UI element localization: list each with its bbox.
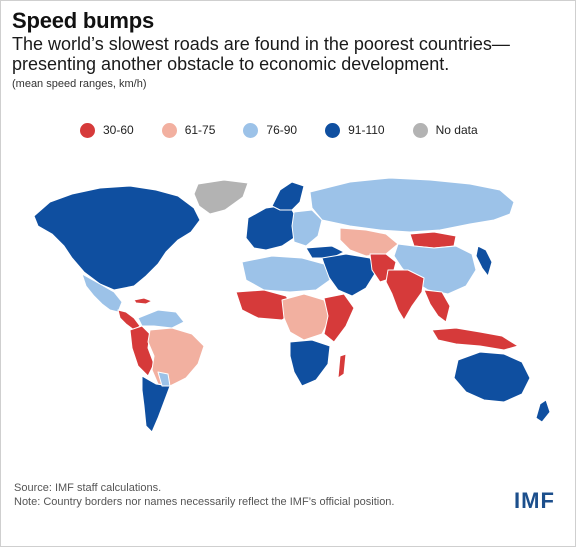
map-subtitle: The world’s slowest roads are found in t…: [12, 34, 510, 74]
imf-logo: IMF: [514, 488, 555, 513]
region-north-africa: [241, 255, 331, 293]
region-southeast-asia: [423, 289, 451, 323]
region-paraguay-uruguay: [157, 371, 171, 387]
region-greenland: [193, 179, 249, 215]
region-east-africa: [323, 293, 355, 343]
legend-label: 91-110: [348, 123, 385, 137]
region-central-asia: [339, 227, 399, 257]
region-central-america: [117, 309, 141, 331]
region-caribbean: [133, 297, 153, 305]
legend: 30-60 61-75 76-90 91-110 No data: [80, 120, 506, 140]
legend-item-30-60: 30-60: [80, 122, 134, 138]
legend-swatch: [161, 122, 177, 138]
legend-swatch: [325, 122, 341, 138]
world-choropleth-map: [33, 177, 551, 433]
borders-note: Note: Country borders nor names necessar…: [14, 496, 395, 508]
region-russia: [309, 177, 515, 233]
source-note: Source: IMF staff calculations.: [14, 482, 162, 494]
legend-swatch: [243, 122, 259, 138]
legend-item-no-data: No data: [412, 122, 478, 138]
region-mongolia: [409, 231, 457, 249]
region-australia: [453, 351, 531, 403]
legend-label: 30-60: [103, 123, 134, 137]
region-new-zealand: [535, 399, 551, 423]
region-middle-east: [321, 253, 377, 297]
region-central-africa: [281, 293, 331, 341]
region-korea-japan: [475, 245, 493, 277]
region-northern-south-america: [137, 309, 185, 329]
legend-item-76-90: 76-90: [243, 122, 298, 138]
region-madagascar: [337, 353, 347, 379]
units-note: (mean speed ranges, km/h): [12, 78, 147, 90]
region-scandinavia: [271, 181, 305, 211]
legend-label: 61-75: [184, 123, 216, 137]
region-north-america: [33, 185, 201, 291]
region-india: [385, 269, 425, 321]
legend-label: 76-90: [266, 123, 298, 137]
legend-label: No data: [435, 123, 478, 137]
map-title: Speed bumps: [12, 8, 155, 33]
region-mexico: [81, 273, 123, 313]
region-maritime-asia: [431, 327, 519, 351]
legend-item-61-75: 61-75: [161, 122, 216, 138]
legend-swatch: [412, 122, 428, 138]
region-eastern-europe: [291, 209, 323, 247]
legend-swatch: [80, 122, 95, 138]
region-brazil: [147, 327, 205, 387]
region-southern-africa: [289, 339, 331, 387]
legend-item-91-110: 91-110: [325, 122, 385, 138]
